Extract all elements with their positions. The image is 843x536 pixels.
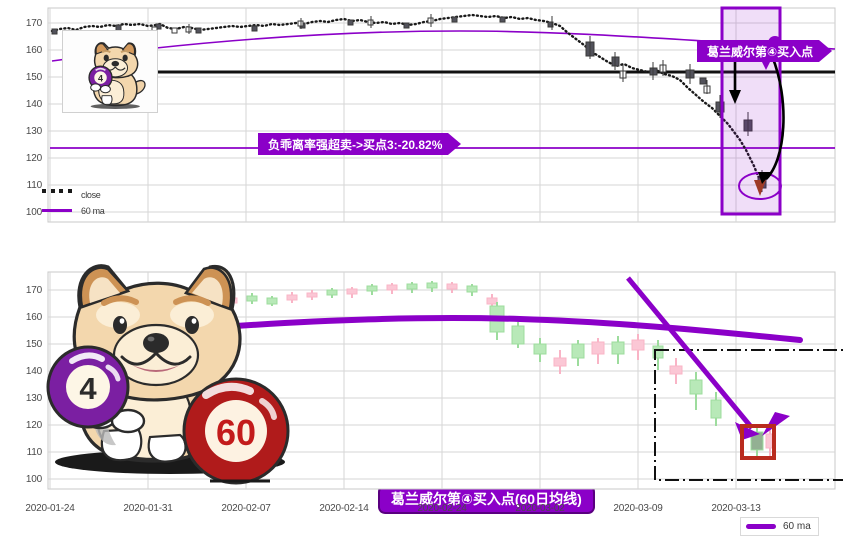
top-ytick-110: 110 bbox=[26, 180, 43, 191]
top-chart-legend: close 60 ma bbox=[40, 188, 105, 220]
top-ytick-120: 120 bbox=[25, 153, 42, 164]
doge-inset-svg: 4 bbox=[88, 42, 146, 109]
xtick-5: 2020-03-02 bbox=[515, 503, 565, 514]
xtick-2: 2020-02-07 bbox=[221, 503, 271, 514]
bottom-buy-highlight-box bbox=[740, 424, 776, 460]
legend-item-close: close bbox=[40, 188, 105, 201]
top-buy-point-marker bbox=[754, 180, 766, 196]
oversold-callout-text: 负乖离率强超卖->买点3:-20.82% bbox=[258, 133, 449, 155]
doge-inset-image: 4 bbox=[62, 30, 158, 113]
bottom-ytick-170: 170 bbox=[25, 285, 42, 296]
xtick-4: 2020-02-24 bbox=[417, 503, 467, 514]
bottom-ytick-150: 150 bbox=[25, 339, 42, 350]
bottom-dashdot-box bbox=[654, 349, 843, 481]
top-chart-plot bbox=[47, 6, 836, 223]
xtick-6: 2020-03-09 bbox=[613, 503, 663, 514]
top-ytick-160: 160 bbox=[25, 45, 42, 56]
legend-item-60ma: 60 ma bbox=[40, 204, 105, 217]
bottom-chart-plot bbox=[47, 271, 843, 490]
buy-point-callout-arrow bbox=[819, 40, 833, 62]
solid-line-icon bbox=[746, 524, 776, 529]
bottom-ytick-110: 110 bbox=[26, 447, 43, 458]
svg-text:4: 4 bbox=[98, 74, 103, 84]
legend-label-60ma: 60 ma bbox=[783, 521, 811, 532]
legend-label-close: close bbox=[81, 189, 101, 200]
bottom-ytick-160: 160 bbox=[25, 312, 42, 323]
dotted-line-icon bbox=[40, 189, 74, 200]
legend-label-60ma: 60 ma bbox=[81, 205, 105, 216]
top-annotation-arrow-curved bbox=[758, 55, 785, 184]
xtick-3: 2020-02-14 bbox=[319, 503, 369, 514]
top-ytick-170: 170 bbox=[25, 18, 42, 29]
bottom-ytick-100: 100 bbox=[25, 474, 42, 485]
bottom-ytick-130: 130 bbox=[25, 393, 42, 404]
bottom-ma-line bbox=[203, 315, 803, 343]
oversold-callout: 负乖离率强超卖->买点3:-20.82% bbox=[258, 133, 462, 155]
bottom-candles bbox=[207, 281, 776, 458]
top-ytick-150: 150 bbox=[25, 72, 42, 83]
bottom-chart-title: 葛兰威尔第④买入点(60日均线) bbox=[378, 485, 595, 515]
bottom-chart-panel: 葛兰威尔第④买入点(60日均线) 170 160 150 140 130 120… bbox=[0, 240, 843, 536]
bottom-ytick-120: 120 bbox=[25, 420, 42, 431]
top-ytick-140: 140 bbox=[25, 99, 42, 110]
xtick-1: 2020-01-31 bbox=[123, 503, 173, 514]
xtick-7: 2020-03-13 bbox=[711, 503, 761, 514]
buy-point-callout-text: 葛兰威尔第④买入点 bbox=[697, 40, 820, 62]
top-ytick-130: 130 bbox=[25, 126, 42, 137]
xtick-0: 2020-01-24 bbox=[25, 503, 75, 514]
top-ytick-100: 100 bbox=[25, 207, 42, 218]
solid-line-icon bbox=[40, 205, 74, 216]
buy-point-callout: 葛兰威尔第④买入点 bbox=[697, 40, 833, 62]
oversold-callout-arrow bbox=[448, 133, 462, 155]
top-chart-panel: 170 160 150 140 130 120 110 100 bbox=[0, 0, 843, 240]
bottom-ytick-140: 140 bbox=[25, 366, 42, 377]
